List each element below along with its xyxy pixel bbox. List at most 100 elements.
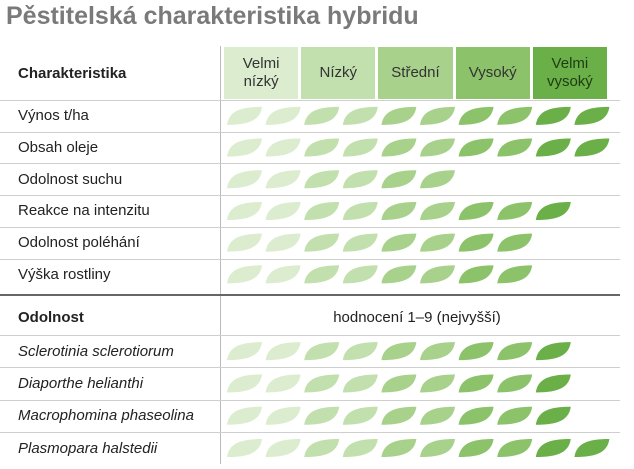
- column-divider: [220, 46, 221, 464]
- row-line: [0, 367, 620, 369]
- leaf: [458, 406, 494, 425]
- leaf: [227, 439, 262, 458]
- leaf: [381, 138, 417, 157]
- leaf: [458, 233, 494, 252]
- row-line: [0, 195, 620, 197]
- leaf: [497, 342, 533, 361]
- leaf: [342, 201, 378, 220]
- leaf: [304, 374, 340, 393]
- row-label: Plasmopara halstedii: [18, 439, 158, 457]
- leaf: [381, 406, 417, 425]
- leaf: [304, 439, 340, 458]
- row-line: [0, 163, 620, 165]
- row-label: Odolnost poléhání: [18, 234, 140, 252]
- leaf: [342, 265, 378, 284]
- row-label: Macrophomina phaseolina: [18, 407, 194, 425]
- leaf: [381, 342, 417, 361]
- leaf: [265, 374, 301, 393]
- leaf: [497, 138, 533, 157]
- leaf: [420, 170, 455, 189]
- leaf: [420, 201, 455, 220]
- row-line: [0, 131, 620, 133]
- leaf: [227, 233, 262, 252]
- section-divider: [0, 294, 620, 296]
- level-header: Střední: [378, 47, 453, 99]
- leaf: [535, 406, 571, 425]
- leaf: [265, 439, 301, 458]
- leaf: [304, 265, 340, 284]
- leaf: [342, 106, 378, 125]
- leaf: [574, 138, 610, 157]
- leaf: [342, 374, 378, 393]
- leaf: [227, 170, 262, 189]
- leaf: [535, 138, 571, 157]
- leaf: [265, 106, 301, 125]
- leaf: [420, 439, 455, 458]
- leaf: [265, 201, 301, 220]
- leaf: [381, 201, 417, 220]
- leaf: [420, 265, 455, 284]
- leaf: [458, 138, 494, 157]
- leaf: [458, 439, 494, 458]
- leaf: [420, 106, 455, 125]
- leaf: [458, 374, 494, 393]
- leaf: [497, 374, 533, 393]
- leaf: [420, 406, 455, 425]
- leaf: [342, 342, 378, 361]
- leaf: [497, 439, 533, 458]
- leaf: [497, 265, 533, 284]
- leaf: [304, 170, 340, 189]
- leaf: [497, 106, 533, 125]
- level-header: Vysoký: [455, 47, 530, 99]
- leaf: [265, 170, 301, 189]
- leaf: [227, 265, 262, 284]
- leaf: [574, 106, 610, 125]
- leaf: [458, 201, 494, 220]
- leaf: [265, 265, 301, 284]
- leaf: [420, 233, 455, 252]
- heading: Odolnost: [18, 308, 84, 326]
- leaf: [304, 106, 340, 125]
- leaf: [497, 233, 533, 252]
- row-label: Diaporthe helianthi: [18, 374, 144, 392]
- row-label: Odolnost suchu: [18, 170, 123, 188]
- leaf: [227, 342, 262, 361]
- leaf: [227, 201, 262, 220]
- level-header: Velmi nízký: [224, 47, 299, 99]
- leaf: [227, 406, 262, 425]
- heading: Charakteristika: [18, 64, 127, 82]
- leaf: [265, 342, 301, 361]
- leaf: [304, 138, 340, 157]
- leaf: [265, 406, 301, 425]
- leaf: [420, 342, 455, 361]
- scale-note: hodnocení 1–9 (nejvyšší): [333, 308, 501, 326]
- leaf: [381, 106, 417, 125]
- row-label: Reakce na intenzitu: [18, 202, 150, 220]
- leaf: [535, 342, 571, 361]
- leaf: [458, 106, 494, 125]
- leaf: [497, 201, 533, 220]
- leaf: [304, 233, 340, 252]
- leaf: [342, 439, 378, 458]
- leaf: [265, 233, 301, 252]
- leaf: [265, 138, 301, 157]
- leaf: [535, 439, 571, 458]
- leaf: [535, 374, 571, 393]
- row-label: Obsah oleje: [18, 139, 99, 157]
- row-line: [0, 335, 620, 336]
- leaf: [497, 406, 533, 425]
- row-label: Sclerotinia sclerotiorum: [18, 342, 174, 360]
- leaf: [342, 138, 378, 157]
- leaf: [458, 342, 494, 361]
- title: Pěstitelská charakteristika hybridu: [6, 2, 419, 30]
- leaf: [381, 170, 417, 189]
- leaf: [304, 406, 340, 425]
- leaf: [342, 170, 378, 189]
- leaf: [420, 374, 455, 393]
- row-label: Výnos t/ha: [18, 107, 89, 125]
- leaf: [381, 265, 417, 284]
- row-line: [0, 431, 620, 433]
- row-line: [0, 258, 620, 260]
